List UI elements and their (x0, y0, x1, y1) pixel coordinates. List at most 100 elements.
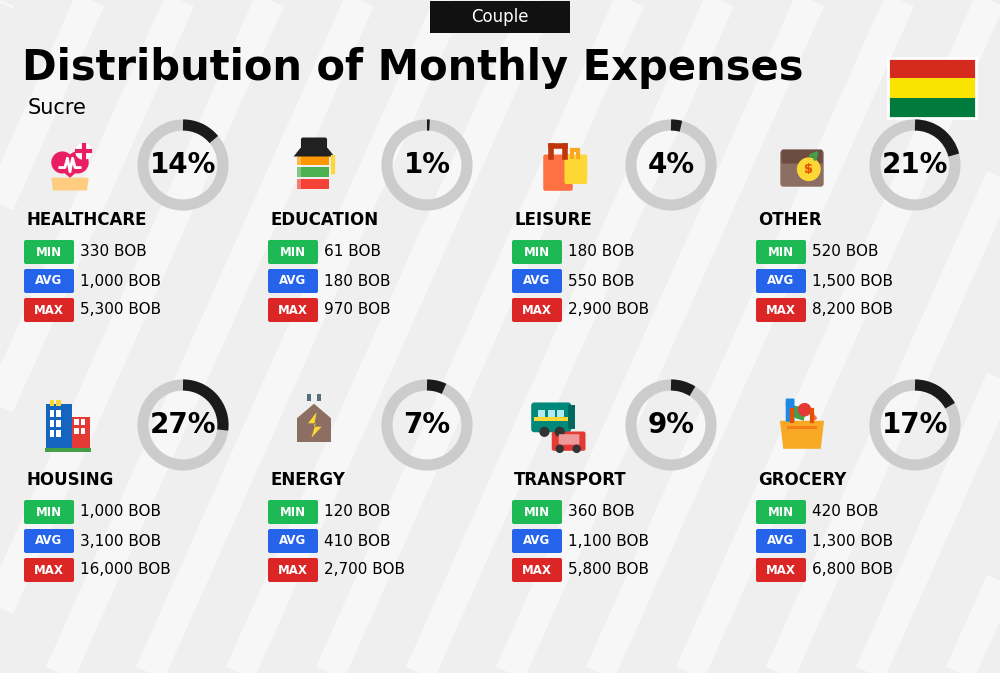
FancyBboxPatch shape (512, 298, 562, 322)
Text: 16,000 BOB: 16,000 BOB (80, 563, 171, 577)
Polygon shape (53, 164, 87, 178)
Text: Sucre: Sucre (28, 98, 87, 118)
Text: 1,000 BOB: 1,000 BOB (80, 505, 161, 520)
Text: MIN: MIN (768, 246, 794, 258)
FancyBboxPatch shape (268, 529, 318, 553)
Text: EDUCATION: EDUCATION (270, 211, 378, 229)
FancyBboxPatch shape (297, 155, 329, 165)
Text: MIN: MIN (280, 505, 306, 518)
Text: AVG: AVG (767, 534, 795, 548)
FancyBboxPatch shape (297, 167, 329, 177)
FancyBboxPatch shape (72, 417, 90, 450)
FancyBboxPatch shape (888, 58, 976, 78)
FancyBboxPatch shape (268, 558, 318, 582)
Text: 180 BOB: 180 BOB (568, 244, 635, 260)
FancyBboxPatch shape (552, 431, 586, 451)
Text: 9%: 9% (648, 411, 694, 439)
FancyBboxPatch shape (301, 137, 327, 150)
Circle shape (67, 151, 89, 174)
Circle shape (797, 157, 821, 181)
Polygon shape (780, 421, 824, 449)
Text: AVG: AVG (35, 534, 63, 548)
Polygon shape (51, 178, 89, 190)
Text: MAX: MAX (766, 563, 796, 577)
FancyBboxPatch shape (24, 529, 74, 553)
Text: MAX: MAX (34, 563, 64, 577)
FancyBboxPatch shape (512, 240, 562, 264)
FancyBboxPatch shape (46, 404, 72, 450)
FancyBboxPatch shape (317, 394, 321, 401)
Text: 120 BOB: 120 BOB (324, 505, 390, 520)
FancyBboxPatch shape (56, 420, 61, 427)
FancyBboxPatch shape (568, 405, 575, 429)
FancyBboxPatch shape (268, 500, 318, 524)
FancyBboxPatch shape (781, 149, 823, 164)
Text: AVG: AVG (523, 534, 551, 548)
Text: OTHER: OTHER (758, 211, 822, 229)
FancyBboxPatch shape (297, 155, 301, 165)
Text: MAX: MAX (522, 304, 552, 316)
Text: AVG: AVG (35, 275, 63, 287)
Text: AVG: AVG (523, 275, 551, 287)
Text: 4%: 4% (647, 151, 695, 179)
Text: MIN: MIN (280, 246, 306, 258)
FancyBboxPatch shape (297, 178, 329, 189)
Polygon shape (806, 404, 817, 421)
FancyBboxPatch shape (74, 419, 78, 425)
Text: 360 BOB: 360 BOB (568, 505, 635, 520)
Text: 27%: 27% (150, 411, 216, 439)
Text: AVG: AVG (279, 275, 307, 287)
FancyBboxPatch shape (512, 500, 562, 524)
FancyBboxPatch shape (24, 269, 74, 293)
Polygon shape (308, 413, 322, 437)
FancyBboxPatch shape (268, 269, 318, 293)
FancyBboxPatch shape (24, 558, 74, 582)
FancyBboxPatch shape (24, 500, 74, 524)
FancyBboxPatch shape (512, 529, 562, 553)
FancyBboxPatch shape (786, 398, 794, 422)
Text: MIN: MIN (36, 246, 62, 258)
Text: 5,300 BOB: 5,300 BOB (80, 302, 161, 318)
Text: MIN: MIN (524, 246, 550, 258)
Text: 2,700 BOB: 2,700 BOB (324, 563, 405, 577)
FancyBboxPatch shape (559, 434, 579, 445)
Text: AVG: AVG (767, 275, 795, 287)
Text: 14%: 14% (150, 151, 216, 179)
FancyBboxPatch shape (538, 410, 545, 418)
Text: 1,500 BOB: 1,500 BOB (812, 273, 893, 289)
Text: LEISURE: LEISURE (514, 211, 592, 229)
FancyBboxPatch shape (805, 167, 812, 172)
FancyBboxPatch shape (756, 269, 806, 293)
Text: HOUSING: HOUSING (26, 471, 113, 489)
FancyBboxPatch shape (56, 400, 61, 406)
Text: ENERGY: ENERGY (270, 471, 345, 489)
Circle shape (798, 403, 811, 417)
FancyBboxPatch shape (557, 410, 564, 418)
Circle shape (51, 151, 73, 174)
FancyBboxPatch shape (50, 410, 54, 417)
Text: 330 BOB: 330 BOB (80, 244, 147, 260)
Text: 7%: 7% (403, 411, 451, 439)
Circle shape (572, 445, 581, 453)
FancyBboxPatch shape (74, 427, 78, 433)
Circle shape (555, 445, 564, 453)
Text: MAX: MAX (766, 304, 796, 316)
FancyBboxPatch shape (543, 155, 573, 191)
Text: MAX: MAX (278, 304, 308, 316)
FancyBboxPatch shape (512, 269, 562, 293)
Text: 17%: 17% (882, 411, 948, 439)
Text: 520 BOB: 520 BOB (812, 244, 879, 260)
FancyBboxPatch shape (24, 240, 74, 264)
Circle shape (555, 427, 565, 437)
FancyBboxPatch shape (756, 529, 806, 553)
Text: AVG: AVG (279, 534, 307, 548)
Text: MIN: MIN (524, 505, 550, 518)
Text: 1,000 BOB: 1,000 BOB (80, 273, 161, 289)
FancyBboxPatch shape (534, 417, 568, 421)
FancyBboxPatch shape (297, 167, 301, 177)
Text: 3,100 BOB: 3,100 BOB (80, 534, 161, 548)
Text: MIN: MIN (36, 505, 62, 518)
Circle shape (539, 427, 550, 437)
Text: TRANSPORT: TRANSPORT (514, 471, 627, 489)
FancyBboxPatch shape (787, 426, 817, 429)
